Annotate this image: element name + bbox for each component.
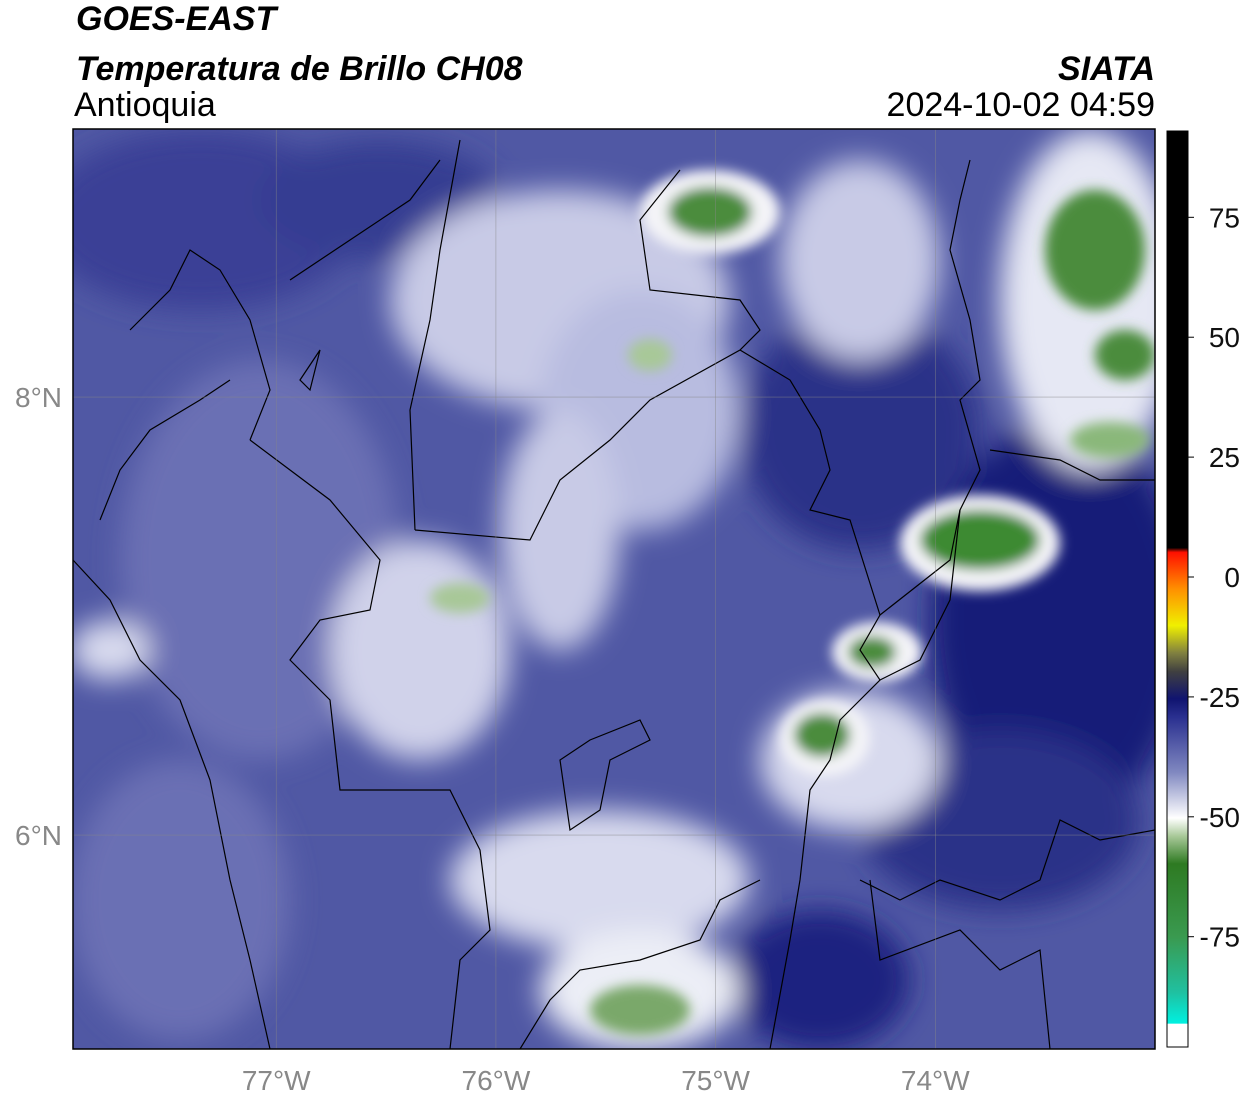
colorbar-tick-label: -75 bbox=[1200, 922, 1240, 953]
lon-tick-label: 77°W bbox=[242, 1065, 311, 1096]
lon-tick-label: 74°W bbox=[901, 1065, 970, 1096]
lat-tick-label: 8°N bbox=[15, 382, 62, 413]
subtitle: Temperatura de Brillo CH08 bbox=[76, 50, 523, 88]
lon-tick-label: 76°W bbox=[462, 1065, 531, 1096]
colorbar-tick-label: -50 bbox=[1200, 802, 1240, 833]
lon-tick-label: 75°W bbox=[681, 1065, 750, 1096]
colorbar-tick-label: 75 bbox=[1209, 202, 1240, 233]
datetime: 2024-10-02 04:59 bbox=[887, 86, 1155, 124]
colorbar-tick-label: -25 bbox=[1200, 682, 1240, 713]
colorbar-tick-label: 25 bbox=[1209, 442, 1240, 473]
colorbar-tick-label: 0 bbox=[1224, 562, 1240, 593]
satellite-image bbox=[73, 129, 1155, 1049]
lat-tick-label: 6°N bbox=[15, 820, 62, 851]
colorbar-tick-label: 50 bbox=[1209, 322, 1240, 353]
source: SIATA bbox=[1058, 50, 1155, 88]
map-frame bbox=[72, 128, 1156, 1050]
colorbar bbox=[1166, 130, 1189, 1048]
title: GOES-EAST bbox=[76, 0, 279, 38]
region: Antioquia bbox=[74, 86, 216, 124]
